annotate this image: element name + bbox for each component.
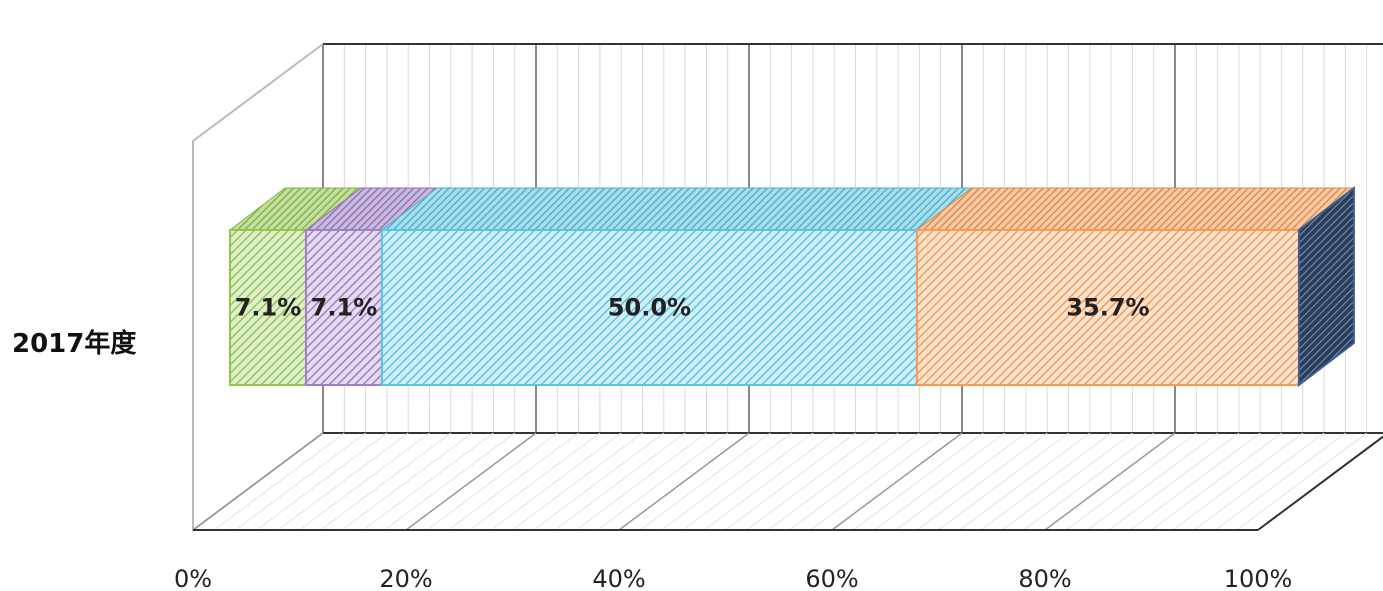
floor-gridline xyxy=(1151,432,1282,531)
floor-gridline xyxy=(938,432,1069,531)
category-label: 2017年度 xyxy=(12,328,136,359)
floor-gridline xyxy=(703,432,835,531)
floor-gridline xyxy=(1172,432,1304,531)
x-tick-label: 0% xyxy=(174,565,212,591)
x-tick-label: 100% xyxy=(1224,565,1293,591)
floor-gridline xyxy=(554,432,686,531)
floor-gridline xyxy=(192,432,324,531)
floor-gridline xyxy=(490,432,622,531)
floor-gridline xyxy=(405,432,537,531)
floor-gridline xyxy=(1129,432,1261,531)
bar-stack xyxy=(228,185,1356,388)
bar-top-face xyxy=(380,187,974,231)
floor-gridline xyxy=(576,432,707,531)
floor-gridline xyxy=(597,432,728,531)
floor-gridline xyxy=(1193,432,1325,531)
floor-gridline xyxy=(853,432,984,531)
x-tick-label: 40% xyxy=(592,565,645,591)
floor-gridline xyxy=(810,432,941,531)
floor-gridline xyxy=(725,432,856,531)
floor-gridline xyxy=(256,432,388,531)
floor-gridline xyxy=(235,432,366,531)
floor-gridline xyxy=(512,432,643,531)
floor-gridline xyxy=(1236,432,1367,531)
bar-segment xyxy=(915,229,1300,386)
chart-labels: 0% 20% 40% 60% 80% 100% 2017年度 7.1% 7.1% 50.0% 35.… xyxy=(12,294,1292,591)
floor-gridline xyxy=(448,432,579,531)
data-label: 7.1% xyxy=(311,294,378,322)
floor-gridline xyxy=(640,432,771,531)
floor-gridline xyxy=(469,432,601,531)
floor-gridline xyxy=(980,432,1112,531)
floor-gridline xyxy=(618,432,750,531)
floor-gridline xyxy=(682,432,814,531)
x-tick-label: 20% xyxy=(379,565,432,591)
floor-gridline xyxy=(959,432,1091,531)
floor-gridline xyxy=(1023,432,1154,531)
floor-gridline xyxy=(341,432,473,531)
floor-gridline xyxy=(1044,432,1176,531)
x-tick-label: 80% xyxy=(1018,565,1071,591)
bar-segment xyxy=(380,229,918,386)
floor-gridline xyxy=(1108,432,1240,531)
floor-gridline xyxy=(533,432,665,531)
floor-gridline xyxy=(661,432,792,531)
floor-gridline xyxy=(874,432,1005,531)
floor-gridline xyxy=(427,432,558,531)
data-label: 7.1% xyxy=(235,294,302,322)
floor-gridline xyxy=(384,432,515,531)
floor-gridline xyxy=(1066,432,1197,531)
floor-right-edge xyxy=(1257,435,1383,531)
floor-gridline xyxy=(789,432,920,531)
floor-gridline xyxy=(831,432,963,531)
floor-gridline xyxy=(277,432,409,531)
floor-gridline xyxy=(746,432,878,531)
floor-gridline xyxy=(916,432,1048,531)
bar-segment xyxy=(304,229,383,386)
floor-gridline xyxy=(895,432,1027,531)
floor-gridline xyxy=(363,432,494,531)
floor-gridline xyxy=(320,432,452,531)
data-label: 50.0% xyxy=(608,294,691,322)
data-label: 35.7% xyxy=(1066,294,1149,322)
floor-gridline xyxy=(214,432,345,531)
floor-gridline xyxy=(1087,432,1218,531)
floor-gridline xyxy=(1002,432,1133,531)
x-tick-label: 60% xyxy=(805,565,858,591)
bar-end-cap xyxy=(1297,185,1355,388)
bar-top-face xyxy=(915,187,1356,231)
floor-gridline xyxy=(767,432,899,531)
floor-gridline xyxy=(299,432,430,531)
floor-gridline xyxy=(1215,432,1346,531)
